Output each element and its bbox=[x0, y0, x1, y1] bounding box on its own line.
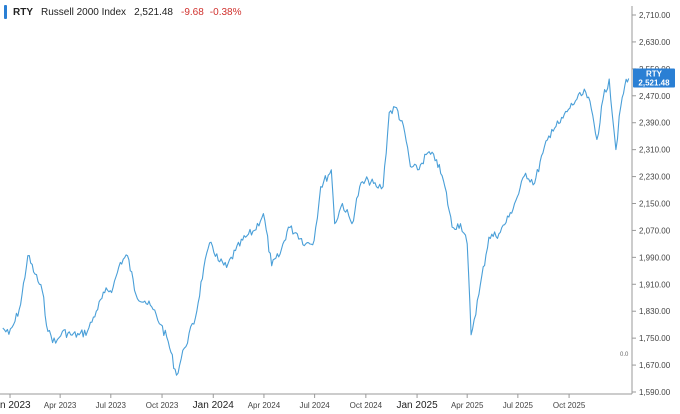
y-tick-label: 2,390.00 bbox=[639, 119, 671, 128]
series-line-russell-2000[interactable] bbox=[2, 78, 630, 376]
y-tick-label: 1,910.00 bbox=[639, 280, 671, 289]
x-tick-label: Jul 2023 bbox=[96, 401, 127, 410]
y-tick-label: 1,590.00 bbox=[639, 388, 671, 397]
y-tick-label: 2,230.00 bbox=[639, 173, 671, 182]
y-tick-label: 1,750.00 bbox=[639, 334, 671, 343]
y-axis: 2,710.002,630.002,550.002,470.002,390.00… bbox=[631, 6, 671, 397]
series-color-swatch bbox=[4, 5, 7, 19]
y-tick-label: 1,670.00 bbox=[639, 361, 671, 370]
x-tick-label: Jul 2025 bbox=[503, 401, 534, 410]
plot-area bbox=[2, 78, 630, 376]
y-tick-label: 2,070.00 bbox=[639, 226, 671, 235]
x-tick-label: Oct 2024 bbox=[350, 401, 383, 410]
x-tick-label: Oct 2023 bbox=[146, 401, 179, 410]
x-tick-label: Jul 2024 bbox=[299, 401, 330, 410]
last-value-symbol: RTY bbox=[646, 69, 663, 78]
x-tick-label: Oct 2025 bbox=[553, 401, 586, 410]
y-tick-label: 2,710.00 bbox=[639, 11, 671, 20]
last-value-badge bbox=[633, 68, 675, 88]
y-tick-label: 2,310.00 bbox=[639, 146, 671, 155]
price-change: -9.68 bbox=[181, 6, 204, 18]
index-name: Russell 2000 Index bbox=[41, 6, 127, 18]
last-value-price: 2,521.48 bbox=[638, 78, 670, 87]
x-tick-label: Jan 2025 bbox=[396, 400, 438, 411]
price-change-percent: -0.38% bbox=[209, 6, 242, 18]
y-tick-label: 1,990.00 bbox=[639, 253, 671, 262]
chart-header: RTY Russell 2000 Index 2,521.48 -9.68 -0… bbox=[4, 3, 241, 21]
x-tick-label: Apr 2025 bbox=[451, 401, 484, 410]
x-tick-label: Apr 2024 bbox=[248, 401, 281, 410]
volume-zero-label: 0.0 bbox=[620, 352, 629, 358]
x-axis: Jan 2023 Apr 2023 Jul 2023 Oct 2023 Jan 2024… bbox=[0, 393, 632, 411]
y-tick-label: 1,830.00 bbox=[639, 307, 671, 316]
ticker-symbol[interactable]: RTY bbox=[13, 6, 33, 18]
x-tick-label: Apr 2023 bbox=[44, 401, 77, 410]
y-tick-label: 2,150.00 bbox=[639, 200, 671, 209]
last-price: 2,521.48 bbox=[134, 6, 173, 18]
x-tick-label: Jan 2024 bbox=[193, 400, 235, 411]
x-tick-label: Jan 2023 bbox=[0, 400, 31, 411]
y-tick-label: 2,470.00 bbox=[639, 92, 671, 101]
y-tick-label: 2,630.00 bbox=[639, 38, 671, 47]
